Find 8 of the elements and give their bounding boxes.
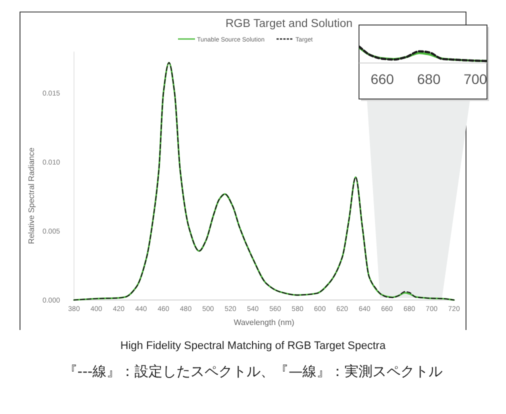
x-axis-title: Wavelength (nm) bbox=[234, 318, 295, 327]
x-tick-label: 660 bbox=[370, 71, 394, 87]
x-tick-label: 680 bbox=[417, 71, 441, 87]
chart-title: RGB Target and Solution bbox=[225, 18, 353, 30]
y-axis-title: Relative Spectral Radiance bbox=[27, 147, 36, 244]
text: 『---線』：設定したスペクトル、『—線』：実測スペクトル bbox=[63, 364, 443, 380]
x-tick-label: 700 bbox=[464, 71, 488, 87]
text: High Fidelity Spectral Matching of RGB Target Spectra bbox=[120, 340, 386, 352]
